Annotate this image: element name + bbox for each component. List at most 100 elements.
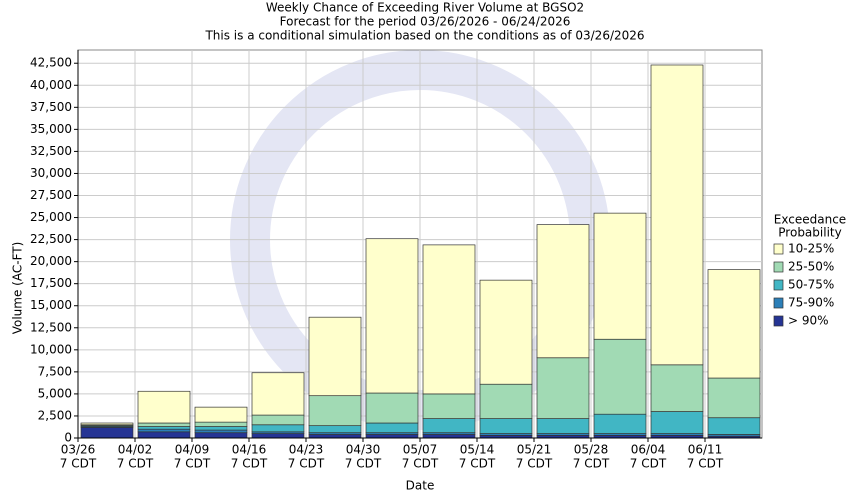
y-tick-label: 25,000	[30, 210, 72, 224]
y-tick-label: 5,000	[38, 386, 72, 400]
x-tick-label: 03/26	[61, 443, 96, 457]
x-tick-label: 7 CDT	[402, 457, 439, 471]
bar-segment	[137, 426, 191, 430]
bar-segment	[707, 377, 761, 419]
x-tick-label: 7 CDT	[174, 457, 211, 471]
bar-segment	[80, 427, 134, 439]
bar-segment	[650, 411, 704, 434]
bar-segment	[308, 425, 362, 434]
x-tick-label: 06/04	[631, 443, 666, 457]
x-tick-label: 04/02	[118, 443, 153, 457]
bar-segment	[422, 418, 476, 434]
bar-segment	[251, 433, 305, 439]
y-tick-label: 2,500	[38, 408, 72, 422]
x-tick-label: 05/21	[517, 443, 552, 457]
bar-segment	[365, 238, 419, 394]
bar-segment	[707, 417, 761, 435]
x-axis-label: Date	[406, 479, 435, 493]
y-tick-label: 0	[64, 431, 72, 445]
y-tick-label: 10,000	[30, 342, 72, 356]
chart-title: This is a conditional simulation based o…	[204, 29, 644, 43]
bar-segment	[707, 269, 761, 379]
bar-segment	[194, 426, 248, 431]
y-tick-label: 20,000	[30, 254, 72, 268]
x-tick-label: 7 CDT	[516, 457, 553, 471]
bar-segment	[536, 357, 590, 419]
legend-label: > 90%	[788, 314, 829, 328]
bar-segment	[479, 383, 533, 419]
y-tick-label: 22,500	[30, 232, 72, 246]
bar-segment	[194, 421, 248, 427]
y-tick-label: 32,500	[30, 144, 72, 158]
y-tick-label: 37,500	[30, 100, 72, 114]
x-tick-label: 04/23	[289, 443, 324, 457]
x-tick-label: 04/30	[346, 443, 381, 457]
legend-label: 10-25%	[788, 242, 834, 256]
legend-swatch	[773, 243, 784, 255]
legend-label: 25-50%	[788, 260, 834, 274]
x-tick-label: 7 CDT	[231, 457, 268, 471]
bar-segment	[422, 244, 476, 395]
x-tick-label: 7 CDT	[60, 457, 97, 471]
x-tick-label: 05/28	[574, 443, 609, 457]
bar-segment	[194, 432, 248, 439]
x-tick-label: 7 CDT	[117, 457, 154, 471]
x-tick-label: 04/16	[232, 443, 267, 457]
bar-segment	[365, 422, 419, 434]
bar-segment	[650, 364, 704, 412]
bar-segment	[536, 224, 590, 359]
x-tick-label: 7 CDT	[345, 457, 382, 471]
bar-segment	[137, 428, 191, 433]
bar-segment	[308, 434, 362, 439]
x-tick-label: 7 CDT	[630, 457, 667, 471]
legend-label: 75-90%	[788, 296, 834, 310]
bar-segment	[593, 338, 647, 415]
bar-segment	[137, 422, 191, 427]
x-tick-label: 06/11	[688, 443, 723, 457]
y-tick-label: 40,000	[30, 78, 72, 92]
x-tick-label: 7 CDT	[687, 457, 724, 471]
bar-segment	[422, 393, 476, 419]
bar-segment	[194, 406, 248, 423]
chart-title: Weekly Chance of Exceeding River Volume …	[266, 1, 584, 15]
bar-segment	[137, 431, 191, 439]
x-tick-label: 04/09	[175, 443, 210, 457]
bar-segment	[251, 372, 305, 416]
legend-swatch	[773, 279, 784, 291]
x-tick-label: 05/14	[460, 443, 495, 457]
bar-segment	[308, 395, 362, 427]
bar-segment	[593, 413, 647, 434]
bar-segment	[479, 279, 533, 385]
bar-segment	[479, 418, 533, 434]
legend-swatch	[773, 315, 784, 327]
bar-segment	[593, 212, 647, 340]
legend-swatch	[773, 261, 784, 273]
legend-title: Probability	[778, 226, 841, 240]
x-tick-label: 7 CDT	[288, 457, 325, 471]
x-tick-label: 7 CDT	[573, 457, 610, 471]
bar-segment	[80, 422, 134, 426]
bar-segment	[308, 316, 362, 397]
y-tick-label: 30,000	[30, 166, 72, 180]
chart-title: Forecast for the period 03/26/2026 - 06/…	[280, 15, 571, 29]
y-tick-label: 17,500	[30, 276, 72, 290]
y-tick-label: 7,500	[38, 364, 72, 378]
bar-segment	[251, 424, 305, 433]
y-tick-label: 42,500	[30, 56, 72, 70]
bar-segment	[194, 429, 248, 434]
bar-segment	[251, 414, 305, 426]
y-tick-label: 12,500	[30, 320, 72, 334]
bar-segment	[365, 392, 419, 424]
bar-segment	[422, 434, 476, 439]
bar-segment	[365, 434, 419, 439]
bar-segment	[137, 390, 191, 424]
y-tick-label: 15,000	[30, 298, 72, 312]
bar-segment	[536, 418, 590, 434]
y-tick-label: 35,000	[30, 122, 72, 136]
legend-label: 50-75%	[788, 278, 834, 292]
x-tick-label: 05/07	[403, 443, 438, 457]
y-tick-label: 27,500	[30, 188, 72, 202]
legend-title: Exceedance	[774, 213, 846, 227]
y-axis-label: Volume (AC-FT)	[11, 242, 25, 335]
